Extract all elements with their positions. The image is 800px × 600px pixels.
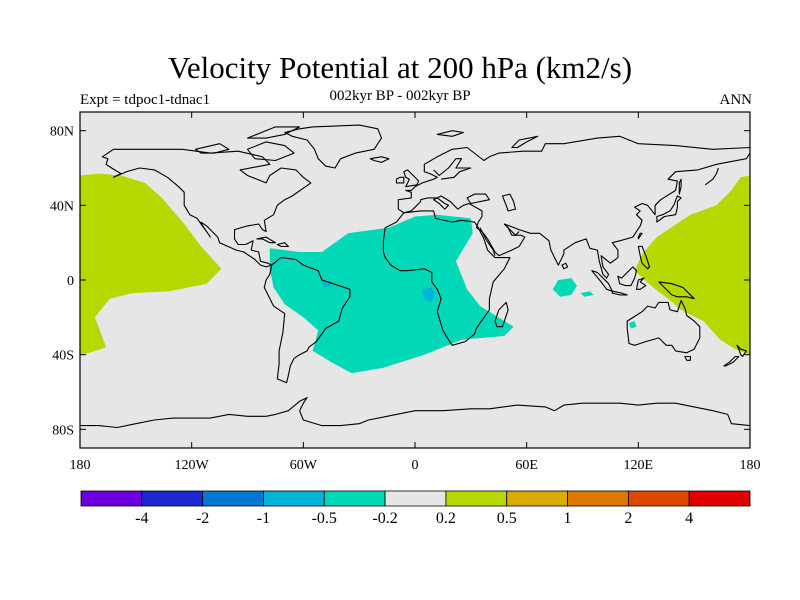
- coastline-svalbard: [436, 130, 464, 137]
- coastline-borneo: [617, 266, 638, 287]
- colorbar-label: 4: [685, 510, 693, 527]
- x-tick-label: 180: [70, 458, 91, 473]
- coastline-north-america: [101, 148, 312, 268]
- region-maritime-continent-positive-anomaly: [634, 175, 750, 355]
- colorbar-swatch: [567, 490, 629, 507]
- colorbar-label: 0.2: [436, 510, 456, 527]
- coastline-eurasia: [397, 135, 750, 279]
- coastline-black-caspian-seas: [466, 193, 490, 205]
- colorbar-swatch: [263, 490, 325, 507]
- colorbar-label: -0.5: [312, 510, 337, 527]
- region-australia-negative-patch: [629, 321, 637, 329]
- colorbar-swatch: [80, 490, 143, 507]
- coastline-cuba: [256, 236, 276, 244]
- coastline-persian-gulf: [503, 223, 520, 236]
- coastlines: [80, 124, 750, 429]
- colorbar-swatch: [506, 490, 568, 507]
- colorbar-label: 2: [624, 510, 632, 527]
- coastline-hispaniola: [276, 242, 289, 247]
- experiment-label: Expt = tdpoc1-tdnac1: [80, 92, 211, 108]
- colorbar-label: -2: [196, 510, 209, 527]
- coastline-new-zealand-north: [736, 344, 747, 358]
- coastline-sri-lanka: [561, 262, 569, 270]
- coastline-victoria-island: [194, 143, 230, 154]
- y-tick-label: 40N: [50, 199, 74, 214]
- coastline-great-britain: [403, 169, 420, 188]
- anomaly-regions: [80, 173, 750, 374]
- colorbar-label: -1: [257, 510, 270, 527]
- coastline-africa: [382, 210, 511, 346]
- colorbar-swatch: [323, 490, 386, 507]
- x-tick-label: 60W: [290, 458, 318, 473]
- x-tick-label: 0: [412, 458, 419, 473]
- coastline-iceland: [369, 156, 390, 163]
- colorbar-swatch: [141, 490, 204, 507]
- coastline-antarctica: [80, 397, 750, 429]
- coastline-novaya-zemlya: [511, 135, 539, 149]
- coastline-java: [611, 290, 628, 296]
- colorbar-label: 0.5: [497, 510, 517, 527]
- colorbar-swatch: [627, 490, 690, 507]
- map-plot-area: [79, 111, 751, 449]
- period-subtitle: 002kyr BP - 002kyr BP: [329, 88, 471, 104]
- coastline-madagascar: [494, 301, 509, 328]
- colorbar-label: -0.2: [372, 510, 397, 527]
- y-tick-label: 80N: [50, 125, 74, 140]
- colorbar-swatch: [445, 490, 508, 507]
- coastline-ireland: [395, 176, 405, 184]
- coastline-new-guinea: [658, 281, 695, 300]
- x-tick-label: 180: [740, 458, 761, 473]
- coastline-ellesmere-baffin: [246, 126, 301, 139]
- coastline-sakhalin: [678, 178, 682, 195]
- coastline-taiwan: [637, 232, 643, 240]
- y-tick-label: 40S: [52, 349, 74, 364]
- coastline-australia: [626, 299, 701, 354]
- colorbar: -4 -2 -1 -0.5 -0.2 0.2 0.5 1 2 4: [80, 490, 751, 527]
- colorbar-swatch: [688, 490, 751, 507]
- coastline-caspian-sea: [501, 193, 517, 212]
- coastline-sulawesi: [635, 277, 647, 290]
- x-tick-label: 120E: [624, 458, 654, 473]
- season-label: ANN: [719, 92, 753, 108]
- coastline-philippines: [637, 245, 651, 270]
- region-pacific-positive-anomaly: [80, 173, 222, 355]
- colorbar-label: -4: [135, 510, 148, 527]
- y-tick-label: 80S: [52, 423, 74, 438]
- coastline-hudson-bay-islands: [246, 141, 295, 162]
- longitude-axis: 180 120W 60W 0 60E 120E 180: [70, 112, 761, 473]
- y-tick-label: 0: [67, 274, 74, 289]
- colorbar-label: 1: [564, 510, 572, 527]
- coastline-scandinavia-baltic: [433, 158, 472, 180]
- coastline-tasmania: [684, 355, 691, 361]
- coastline-japan: [656, 195, 682, 223]
- coastline-new-zealand-south: [723, 355, 740, 367]
- coastline-south-america: [263, 257, 351, 384]
- coastline-arabian-peninsula-red-sea: [479, 227, 496, 256]
- region-atlantic-negative-anomaly: [269, 214, 514, 374]
- latitude-axis: 80N 40N 0 40S 80S: [50, 125, 750, 438]
- x-tick-label: 60E: [515, 458, 538, 473]
- coastline-kamchatka-coast: [704, 167, 719, 186]
- coastline-greenland: [284, 124, 383, 169]
- region-indian-ocean-negative-patch: [552, 278, 577, 297]
- colorbar-swatch: [384, 490, 447, 507]
- colorbar-swatch: [202, 490, 264, 507]
- region-java-sea-negative-patch: [580, 291, 594, 297]
- plot-title: Velocity Potential at 200 hPa (km2/s): [167, 50, 633, 85]
- region-congo-minimum-spot: [422, 287, 436, 303]
- x-tick-label: 120W: [175, 458, 210, 473]
